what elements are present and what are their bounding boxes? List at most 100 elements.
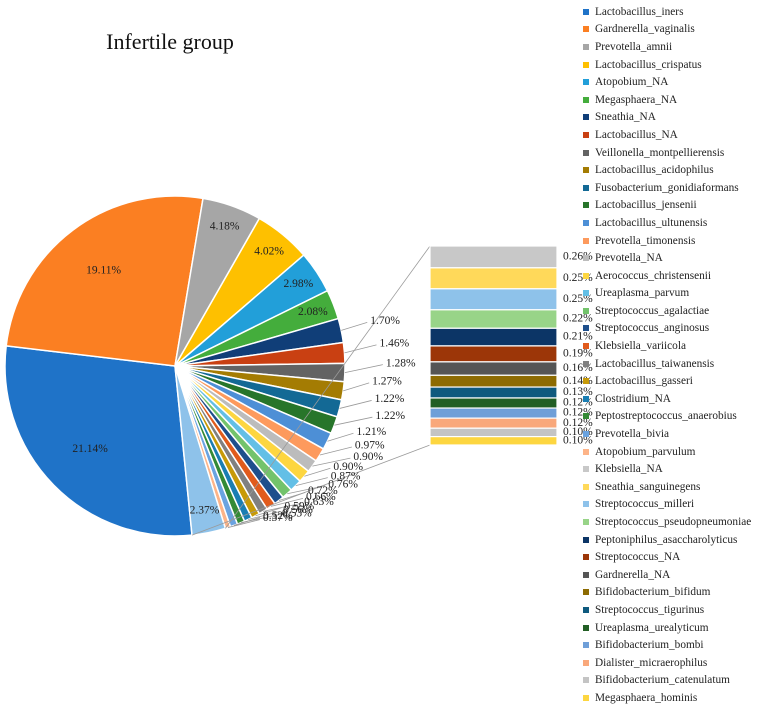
leader-line (344, 364, 383, 374)
legend-entry-lactobacillus-taiwanensis: Lactobacillus_taiwanensis (583, 355, 781, 373)
legend-label: Atopobium_NA (595, 76, 669, 89)
pie-data-label: 0.87% (331, 470, 361, 482)
leader-line (270, 497, 304, 507)
legend-entry-streptococcus-tigurinus: Streptococcus_tigurinus (583, 601, 781, 619)
pie-data-label: 0.59% (285, 500, 315, 512)
legend-label: Bifidobacterium_bifidum (595, 586, 711, 599)
legend-label: Gardnerella_NA (595, 568, 671, 581)
pie-data-label: 1.46% (379, 338, 409, 350)
legend-entry-sneathia-na: Sneathia_NA (583, 109, 781, 127)
legend-entry-bifidobacterium-bombi: Bifidobacterium_bombi (583, 636, 781, 654)
legend-swatch (583, 290, 589, 297)
pie-data-label: 2.08% (298, 306, 328, 318)
legend-entry-ureaplasma-parvum: Ureaplasma_parvum (583, 285, 781, 303)
legend-swatch (583, 606, 589, 613)
legend-label: Megasphaera_NA (595, 93, 678, 106)
legend-entry-streptococcus-agalactiae: Streptococcus_agalactiae (583, 302, 781, 320)
legend-entry-dialister-micraerophilus: Dialister_micraerophilus (583, 654, 781, 672)
pie-slice-gardnerella-vaginalis (5, 195, 204, 367)
legend-label: Prevotella_amnii (595, 40, 673, 53)
legend-entry-lactobacillus-ultunensis: Lactobacillus_ultunensis (583, 214, 781, 232)
leader-line (248, 511, 281, 520)
pie-data-label: 1.22% (375, 393, 405, 405)
breakdown-segment (429, 267, 558, 290)
legend-entry-atopobium-na: Atopobium_NA (583, 73, 781, 91)
legend-swatch (583, 589, 589, 596)
pie-of-pie-chart: Infertile group 21.14% 19.11% 4.18% 4.02% 2.… (4, 29, 593, 537)
legend-entry-veillonella-montpellierensis: Veillonella_montpellierensis (583, 144, 781, 162)
pie-data-label: 1.28% (386, 357, 416, 369)
legend-entry-aerococcus-christensenii: Aerococcus_christensenii (583, 267, 781, 285)
legend-swatch (583, 554, 589, 561)
legend-entry-klebsiella-na: Klebsiella_NA (583, 460, 781, 478)
legend-label: Peptostreptococcus_anaerobius (595, 410, 737, 423)
legend-entry-streptococcus-milleri: Streptococcus_milleri (583, 496, 781, 514)
pie-data-label: 21.14% (72, 443, 108, 455)
legend-label: Ureaplasma_urealyticum (595, 621, 709, 634)
pie-data-label: 1.70% (370, 315, 400, 327)
legend-label: Lactobacillus_acidophilus (595, 164, 714, 177)
legend-swatch (583, 149, 589, 156)
leader-line (233, 517, 261, 526)
pie-data-label: 1.22% (375, 410, 405, 422)
legend-entry-streptococcus-anginosus: Streptococcus_anginosus (583, 320, 781, 338)
legend-entry-megasphaera-na: Megasphaera_NA (583, 91, 781, 109)
legend-swatch (583, 255, 589, 262)
legend-swatch (583, 307, 589, 314)
legend-label: Dialister_micraerophilus (595, 656, 708, 669)
legend-swatch (583, 272, 589, 279)
legend-label: Lactobacillus_NA (595, 128, 678, 141)
leader-line (341, 322, 368, 331)
breakdown-data-label: 0.22% (563, 313, 593, 325)
pie-data-label: 0.76% (328, 478, 358, 490)
breakdown-segment (429, 374, 558, 388)
breakdown-data-label: 0.13% (563, 386, 593, 398)
legend-swatch (583, 642, 589, 649)
legend-label: Peptoniphilus_asaccharolyticus (595, 533, 738, 546)
breakdown-segment (429, 397, 558, 409)
chart-title: Infertile group (106, 29, 234, 54)
legend-entry-bifidobacterium-bifidum: Bifidobacterium_bifidum (583, 584, 781, 602)
legend-entry-atopobium-parvulum: Atopobium_parvulum (583, 443, 781, 461)
pie-data-label: 4.02% (254, 246, 284, 258)
legend-label: Klebsiella_NA (595, 463, 663, 476)
legend-swatch (583, 360, 589, 367)
legend-swatch (583, 114, 589, 121)
breakdown-segment (429, 417, 558, 429)
legend-entry-lactobacillus-jensenii: Lactobacillus_jensenii (583, 197, 781, 215)
leader-line (255, 507, 282, 517)
legend-entry-prevotella-amnii: Prevotella_amnii (583, 38, 781, 56)
legend-label: Bifidobacterium_bombi (595, 639, 704, 652)
pie-labels: 21.14% 19.11% 4.18% 4.02% 2.98% 2.08% 1.70% 1.4… (72, 220, 416, 524)
legend-label: Fusobacterium_gonidiaformans (595, 181, 739, 194)
legend-swatch (583, 536, 589, 543)
legend-entry-gardnerella-vaginalis: Gardnerella_vaginalis (583, 21, 781, 39)
pie-slice-lactobacillus-iners (4, 345, 193, 537)
legend-entry-streptococcus-pseudopneumoniae: Streptococcus_pseudopneumoniae (583, 513, 781, 531)
legend-entry-prevotella-bivia: Prevotella_bivia (583, 425, 781, 443)
leader-line (312, 457, 351, 467)
legend-swatch (583, 131, 589, 138)
leader-line (295, 477, 328, 487)
legend-label: Sneathia_sanguinegens (595, 480, 701, 493)
leader-line (327, 432, 354, 442)
legend-swatch (583, 519, 589, 526)
legend-label: Bifidobacterium_catenulatum (595, 674, 730, 687)
legend-entry-klebsiella-variicola: Klebsiella_variicola (583, 337, 781, 355)
legend-swatch (583, 466, 589, 473)
legend-label: Streptococcus_tigurinus (595, 603, 705, 616)
legend-swatch (583, 413, 589, 420)
legend-label: Gardnerella_vaginalis (595, 23, 695, 36)
pie-data-label: 2.37% (190, 505, 220, 517)
pie-data-label: 0.63% (304, 496, 334, 508)
legend-swatch (583, 677, 589, 684)
pie-slices (4, 195, 346, 537)
other-breakdown-labels: 0.26%0.25%0.25%0.22%0.21%0.19%0.16%0.14%… (563, 251, 593, 447)
legend-entry-lactobacillus-gasseri: Lactobacillus_gasseri (583, 372, 781, 390)
pie-data-label: 0.66% (306, 491, 336, 503)
legend-swatch (583, 571, 589, 578)
legend-label: Prevotella_timonensis (595, 234, 696, 247)
breakdown-segment (429, 361, 558, 376)
legend-label: Streptococcus_NA (595, 551, 681, 564)
breakdown-data-label: 0.21% (563, 331, 593, 343)
